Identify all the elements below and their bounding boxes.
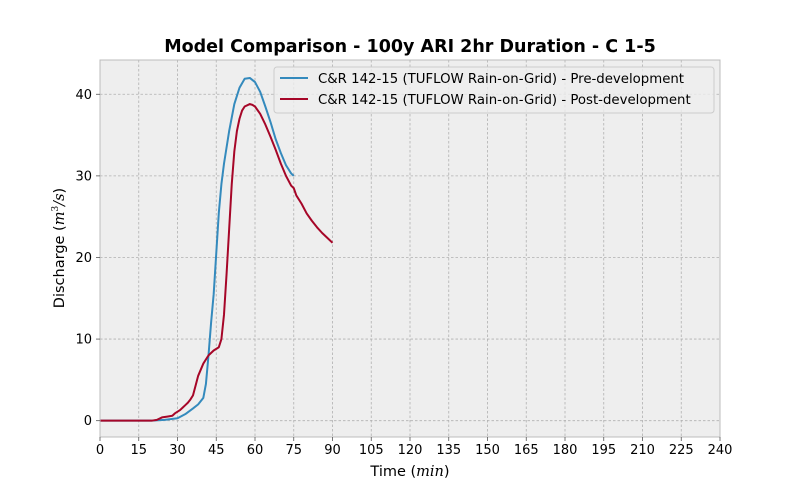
x-axis-label: Time (min) (369, 464, 449, 480)
y-axis-label: Discharge (m3/s) (51, 188, 68, 308)
x-tick-label: 30 (169, 443, 186, 458)
legend: C&R 142-15 (TUFLOW Rain-on-Grid) - Pre-d… (273, 66, 715, 114)
x-tick-label: 210 (630, 443, 655, 458)
x-tick-label: 90 (324, 443, 341, 458)
x-tick-label: 0 (96, 443, 104, 458)
x-tick-label: 60 (247, 443, 264, 458)
x-tick-label: 165 (514, 443, 539, 458)
x-tick-label: 240 (708, 443, 733, 458)
series-line-post-development (100, 103, 334, 422)
legend-label-pre-development: C&R 142-15 (TUFLOW Rain-on-Grid) - Pre-d… (318, 72, 684, 87)
x-tick-label: 105 (359, 443, 384, 458)
x-tick-label: 180 (553, 443, 578, 458)
x-tick-label: 15 (130, 443, 147, 458)
x-tick-label: 45 (208, 443, 225, 458)
legend-label-post-development: C&R 142-15 (TUFLOW Rain-on-Grid) - Post-… (318, 93, 691, 108)
series-lines (100, 76, 334, 422)
axis-ticks: 0 15 30 45 60 75 90 105 120 135 150 165 180 195 210 225… (75, 88, 732, 458)
y-tick-label: 0 (84, 414, 92, 429)
x-tick-label: 75 (285, 443, 302, 458)
series-line-pre-development (100, 76, 295, 422)
x-tick-label: 195 (591, 443, 616, 458)
x-tick-label: 150 (475, 443, 500, 458)
x-tick-label: 120 (398, 443, 423, 458)
y-tick-label: 20 (75, 251, 92, 266)
y-tick-label: 40 (75, 88, 92, 103)
y-tick-label: 30 (75, 169, 92, 184)
x-tick-label: 225 (669, 443, 694, 458)
legend-box (273, 66, 715, 114)
x-tick-label: 135 (436, 443, 461, 458)
plot-area (100, 60, 720, 437)
y-tick-label: 10 (75, 333, 92, 348)
chart-title: Model Comparison - 100y ARI 2hr Duration… (164, 37, 656, 57)
